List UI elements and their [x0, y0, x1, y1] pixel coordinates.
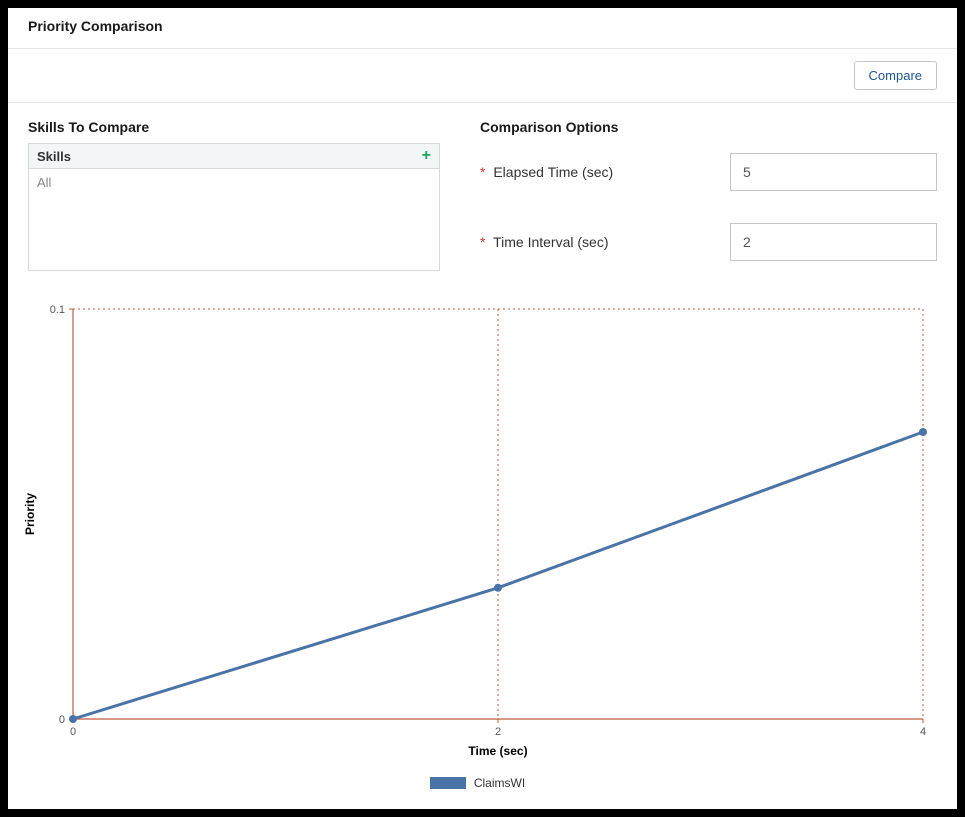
svg-text:0: 0	[70, 726, 76, 738]
svg-text:0.1: 0.1	[50, 304, 65, 316]
skills-list: All	[29, 169, 439, 196]
elapsed-time-input[interactable]	[730, 153, 937, 191]
skills-column-label: Skills	[37, 149, 71, 164]
skills-section-title: Skills To Compare	[28, 119, 440, 135]
skills-table-header: Skills +	[29, 144, 439, 169]
legend-label: ClaimsWI	[474, 776, 525, 790]
svg-text:4: 4	[920, 726, 926, 738]
skills-panel: Skills + All	[28, 143, 440, 271]
titlebar: Priority Comparison	[8, 8, 957, 49]
svg-text:2: 2	[495, 726, 501, 738]
svg-text:Time (sec): Time (sec)	[468, 744, 527, 758]
priority-chart: 0 0.1 0 2 4 Time (sec) Priority	[18, 299, 938, 769]
svg-text:0: 0	[59, 714, 65, 726]
time-interval-input[interactable]	[730, 223, 937, 261]
skills-section: Skills To Compare Skills + All	[28, 119, 440, 283]
content-area: Skills To Compare Skills + All Compariso…	[8, 103, 957, 283]
elapsed-time-row: * Elapsed Time (sec)	[480, 143, 937, 191]
legend-swatch	[430, 777, 466, 789]
compare-button[interactable]: Compare	[854, 61, 937, 90]
options-section: Comparison Options * Elapsed Time (sec) …	[480, 119, 937, 283]
time-interval-row: * Time Interval (sec)	[480, 213, 937, 261]
time-interval-label: * Time Interval (sec)	[480, 234, 730, 250]
elapsed-time-label: * Elapsed Time (sec)	[480, 164, 730, 180]
time-interval-label-text: Time Interval (sec)	[493, 234, 608, 250]
list-item[interactable]: All	[37, 175, 431, 190]
required-marker: *	[480, 234, 485, 250]
elapsed-time-label-text: Elapsed Time (sec)	[493, 164, 613, 180]
toolbar: Compare	[8, 49, 957, 103]
priority-comparison-window: Priority Comparison Compare Skills To Co…	[8, 8, 957, 809]
add-skill-icon[interactable]: +	[422, 148, 431, 164]
required-marker: *	[480, 164, 485, 180]
window-title: Priority Comparison	[28, 18, 937, 34]
svg-text:Priority: Priority	[23, 493, 37, 535]
chart-container: 0 0.1 0 2 4 Time (sec) Priority ClaimsWI	[8, 283, 957, 800]
options-section-title: Comparison Options	[480, 119, 937, 135]
chart-legend: ClaimsWI	[18, 772, 937, 790]
